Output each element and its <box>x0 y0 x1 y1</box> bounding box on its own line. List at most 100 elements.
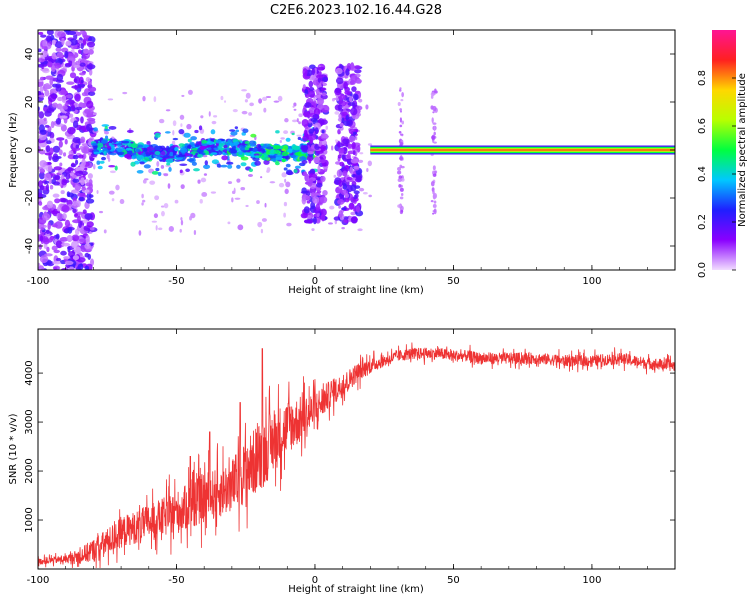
heatmap-cell <box>203 164 211 170</box>
heatmap-cell <box>51 102 58 108</box>
heatmap-cell <box>249 102 254 107</box>
heatmap-cell <box>299 156 307 160</box>
heatmap-cell <box>298 113 303 118</box>
heatmap-cell <box>433 141 437 144</box>
heatmap-cell <box>157 157 163 160</box>
colorbar-tick-label: 0.6 <box>697 118 708 134</box>
heatmap-cell <box>275 156 283 161</box>
heatmap-cell <box>58 89 67 96</box>
heatmap-cell <box>187 145 191 150</box>
heatmap-cell <box>38 31 44 36</box>
heatmap-cell <box>51 245 58 251</box>
heatmap-cell <box>74 183 82 191</box>
heatmap-cell <box>338 204 341 209</box>
heatmap-cell <box>282 155 289 160</box>
heatmap-cell <box>226 147 230 151</box>
heatmap-cell <box>91 142 98 146</box>
heatmap-cell <box>41 46 48 50</box>
heatmap-cell <box>47 61 53 68</box>
heatmap-cell <box>322 190 328 196</box>
heatmap-cell <box>311 67 316 76</box>
heatmap-cell <box>397 170 402 175</box>
heatmap-cell <box>302 145 308 152</box>
heatmap-cell <box>321 129 325 134</box>
heatmap-cell <box>166 162 171 166</box>
heatmap-cell <box>201 139 207 144</box>
heatmap-cell <box>89 157 94 161</box>
heatmap-cell <box>210 191 217 194</box>
heatmap-cell <box>142 179 147 184</box>
heatmap-cell <box>58 149 63 156</box>
heatmap-cell <box>204 160 208 166</box>
heatmap-cell <box>166 155 175 159</box>
heatmap-cell <box>77 192 86 198</box>
heatmap-cell <box>210 129 216 135</box>
colorbar-tick-label: 0.2 <box>697 214 708 230</box>
colorbar-tick-label: 0.8 <box>697 70 708 86</box>
heatmap-cell <box>200 115 204 119</box>
heatmap-cell <box>55 85 62 92</box>
heatmap-cell <box>179 169 183 174</box>
heatmap-cell <box>397 102 401 106</box>
heatmap-cell <box>44 253 53 257</box>
heatmap-cell <box>52 193 60 198</box>
snr-y-tick-label: 4000 <box>24 360 35 385</box>
heatmap-cell <box>227 181 233 185</box>
heatmap-cell <box>303 206 310 214</box>
heatmap-cell <box>321 134 330 139</box>
heatmap-cell <box>320 213 326 222</box>
heatmap-cell <box>357 228 363 232</box>
heatmap-cell <box>344 90 352 95</box>
heatmap-cell <box>74 93 81 102</box>
heatmap-cell <box>80 42 84 50</box>
spectrogram-x-label: Height of straight line (km) <box>288 285 424 296</box>
heatmap-cell <box>66 191 71 198</box>
heatmap-cell <box>147 151 155 155</box>
heatmap-cell <box>310 117 318 122</box>
heatmap-cell <box>313 108 321 116</box>
heatmap-cell <box>41 50 48 58</box>
heatmap-cell <box>38 111 45 119</box>
heatmap-cell <box>141 193 144 199</box>
heatmap-cell <box>39 235 44 242</box>
heatmap-cell <box>39 184 45 191</box>
heatmap-cell <box>167 183 171 189</box>
heatmap-cell <box>142 147 148 152</box>
heatmap-cell <box>250 133 257 138</box>
heatmap-cell <box>49 184 54 190</box>
heatmap-cell <box>400 165 405 169</box>
heatmap-cell <box>85 76 91 83</box>
heatmap-cell <box>38 192 43 198</box>
heatmap-cell <box>82 38 87 46</box>
heatmap-cell <box>54 198 61 204</box>
heatmap-cell <box>67 246 71 253</box>
heatmap-cell <box>355 136 358 141</box>
heatmap-cell <box>349 202 355 210</box>
heatmap-cell <box>82 34 90 39</box>
heatmap-cell <box>197 153 203 158</box>
heatmap-cell <box>87 61 94 65</box>
heatmap-cell <box>74 76 81 84</box>
heatmap-cell <box>58 212 63 221</box>
heatmap-cell <box>199 145 206 151</box>
heatmap-cell <box>75 166 84 172</box>
heatmap-cell <box>432 122 437 125</box>
heatmap-cell <box>308 157 312 164</box>
heatmap-cell <box>38 201 43 206</box>
heatmap-cell <box>318 143 322 147</box>
heatmap-cell <box>368 194 372 198</box>
heatmap-cell <box>62 152 67 157</box>
heatmap-cell <box>252 147 258 153</box>
heatmap-cell <box>266 167 271 172</box>
snr-y-label: SNR (10 * v/v) <box>8 413 19 484</box>
heatmap-cell <box>303 171 308 177</box>
heatmap-cell <box>300 212 308 219</box>
heatmap-cell <box>398 89 402 92</box>
heatmap-cell <box>236 178 241 183</box>
heatmap-cell <box>238 151 243 155</box>
heatmap-cell <box>84 243 91 250</box>
heatmap-cell <box>293 169 298 174</box>
heatmap-cell <box>400 99 404 102</box>
heatmap-cell <box>47 164 53 173</box>
heatmap-cell <box>67 126 76 135</box>
